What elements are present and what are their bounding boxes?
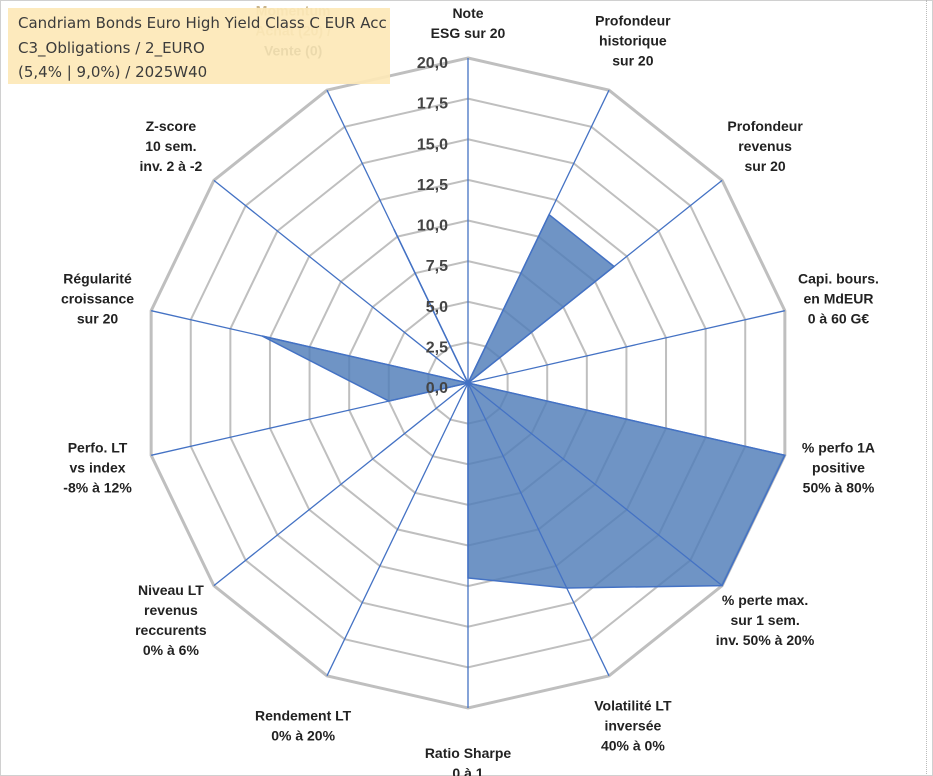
axis-spoke bbox=[467, 382, 785, 456]
axis-label: Profondeur bbox=[727, 118, 803, 134]
axis-label: Régularité bbox=[63, 270, 132, 286]
title-line-1: Candriam Bonds Euro High Yield Class C E… bbox=[18, 14, 387, 32]
axis-label: Perfo. LT bbox=[68, 440, 128, 456]
axis-label-group: Note ESG sur 20 bbox=[431, 5, 506, 41]
axis-spoke bbox=[467, 382, 610, 677]
axis-label: sur 20 bbox=[77, 310, 118, 326]
axis-label: Volatilité LT bbox=[594, 697, 672, 713]
tick-label: 15,0 bbox=[417, 136, 448, 153]
axis-label: 0 à 60 G€ bbox=[808, 310, 870, 326]
axis-label: 50% à 80% bbox=[803, 480, 875, 496]
axis-label-group: Profondeur historique sur 20 bbox=[595, 13, 671, 69]
axis-label-group: % perte max. sur 1 sem. inv. 50% à 20% bbox=[716, 592, 815, 648]
axis-label: ESG sur 20 bbox=[431, 25, 506, 41]
axis-label-group: Profondeur revenus sur 20 bbox=[727, 118, 803, 174]
axis-label: inversée bbox=[604, 717, 661, 733]
axis-label: % perfo 1A bbox=[802, 440, 875, 456]
title-line-3: (5,4% | 9,0%) / 2025W40 bbox=[18, 63, 208, 81]
axis-label-group: Volatilité LT inversée 40% à 0% bbox=[594, 697, 672, 753]
axis-label-group: % perfo 1A positive 50% à 80% bbox=[802, 440, 875, 496]
axis-spoke bbox=[326, 89, 469, 384]
axis-label: 10 sem. bbox=[145, 138, 196, 154]
axis-label: croissance bbox=[61, 290, 134, 306]
axis-label: sur 20 bbox=[612, 53, 653, 69]
tick-label: 12,5 bbox=[417, 177, 448, 194]
axis-spoke bbox=[467, 89, 610, 384]
radar-tick-labels: 0,0 2,5 5,0 7,5 10,0 12,5 15,0 17,5 20,0 bbox=[417, 55, 448, 397]
axis-spoke bbox=[326, 382, 469, 677]
axis-label: inv. 2 à -2 bbox=[140, 158, 203, 174]
axis-label: % perte max. bbox=[722, 592, 808, 608]
title-box: Candriam Bonds Euro High Yield Class C E… bbox=[8, 8, 390, 84]
axis-label: revenus bbox=[144, 602, 198, 618]
tick-label: 10,0 bbox=[417, 218, 448, 235]
axis-label: vs index bbox=[70, 460, 126, 476]
axis-label: Niveau LT bbox=[138, 582, 204, 598]
axis-label: Z-score bbox=[146, 118, 197, 134]
axis-spoke bbox=[213, 179, 469, 384]
axis-label: Capi. bours. bbox=[798, 270, 879, 286]
radar-spokes bbox=[151, 58, 785, 708]
axis-label: 40% à 0% bbox=[601, 737, 665, 753]
axis-spoke bbox=[467, 382, 723, 587]
axis-label-group: Niveau LT revenus reccurents 0% à 6% bbox=[135, 582, 207, 658]
tick-label: 5,0 bbox=[426, 299, 448, 316]
axis-label: sur 20 bbox=[744, 158, 785, 174]
axis-label: reccurents bbox=[135, 622, 207, 638]
radar-axis-labels: Note ESG sur 20 Profondeur historique sur 20… bbox=[61, 3, 879, 776]
tick-label: 2,5 bbox=[426, 339, 448, 356]
axis-spoke bbox=[151, 382, 469, 456]
axis-label: -8% à 12% bbox=[63, 480, 132, 496]
axis-spoke bbox=[467, 310, 785, 384]
axis-label: positive bbox=[812, 460, 865, 476]
axis-label-group: Capi. bours. en MdEUR 0 à 60 G€ bbox=[798, 270, 879, 326]
axis-label-group: Rendement LT 0% à 20% bbox=[255, 707, 352, 743]
axis-label: revenus bbox=[738, 138, 792, 154]
axis-label: inv. 50% à 20% bbox=[716, 632, 815, 648]
axis-label: Rendement LT bbox=[255, 707, 352, 723]
axis-label: 0% à 20% bbox=[271, 727, 335, 743]
title-line-2: C3_Obligations / 2_EURO bbox=[18, 39, 205, 57]
axis-label: Ratio Sharpe bbox=[425, 745, 512, 761]
axis-label: en MdEUR bbox=[803, 290, 873, 306]
axis-label: Profondeur bbox=[595, 13, 671, 29]
axis-label-group: Z-score 10 sem. inv. 2 à -2 bbox=[140, 118, 203, 174]
tick-label: 17,5 bbox=[417, 96, 448, 113]
axis-label: 0 à 1 bbox=[452, 765, 483, 776]
axis-label-group: Perfo. LT vs index -8% à 12% bbox=[63, 440, 132, 496]
axis-label: 0% à 6% bbox=[143, 642, 200, 658]
axis-label-group: Régularité croissance sur 20 bbox=[61, 270, 134, 326]
axis-label: sur 1 sem. bbox=[730, 612, 799, 628]
axis-spoke bbox=[467, 179, 723, 384]
axis-label: Note bbox=[452, 5, 483, 21]
axis-spoke bbox=[151, 310, 469, 384]
tick-label: 20,0 bbox=[417, 55, 448, 72]
axis-label-group: Ratio Sharpe 0 à 1 bbox=[425, 745, 512, 776]
axis-spoke bbox=[213, 382, 469, 587]
tick-label: 0,0 bbox=[426, 380, 448, 397]
tick-label: 7,5 bbox=[426, 258, 448, 275]
frame-edge bbox=[925, 0, 927, 774]
axis-label: historique bbox=[599, 33, 667, 49]
